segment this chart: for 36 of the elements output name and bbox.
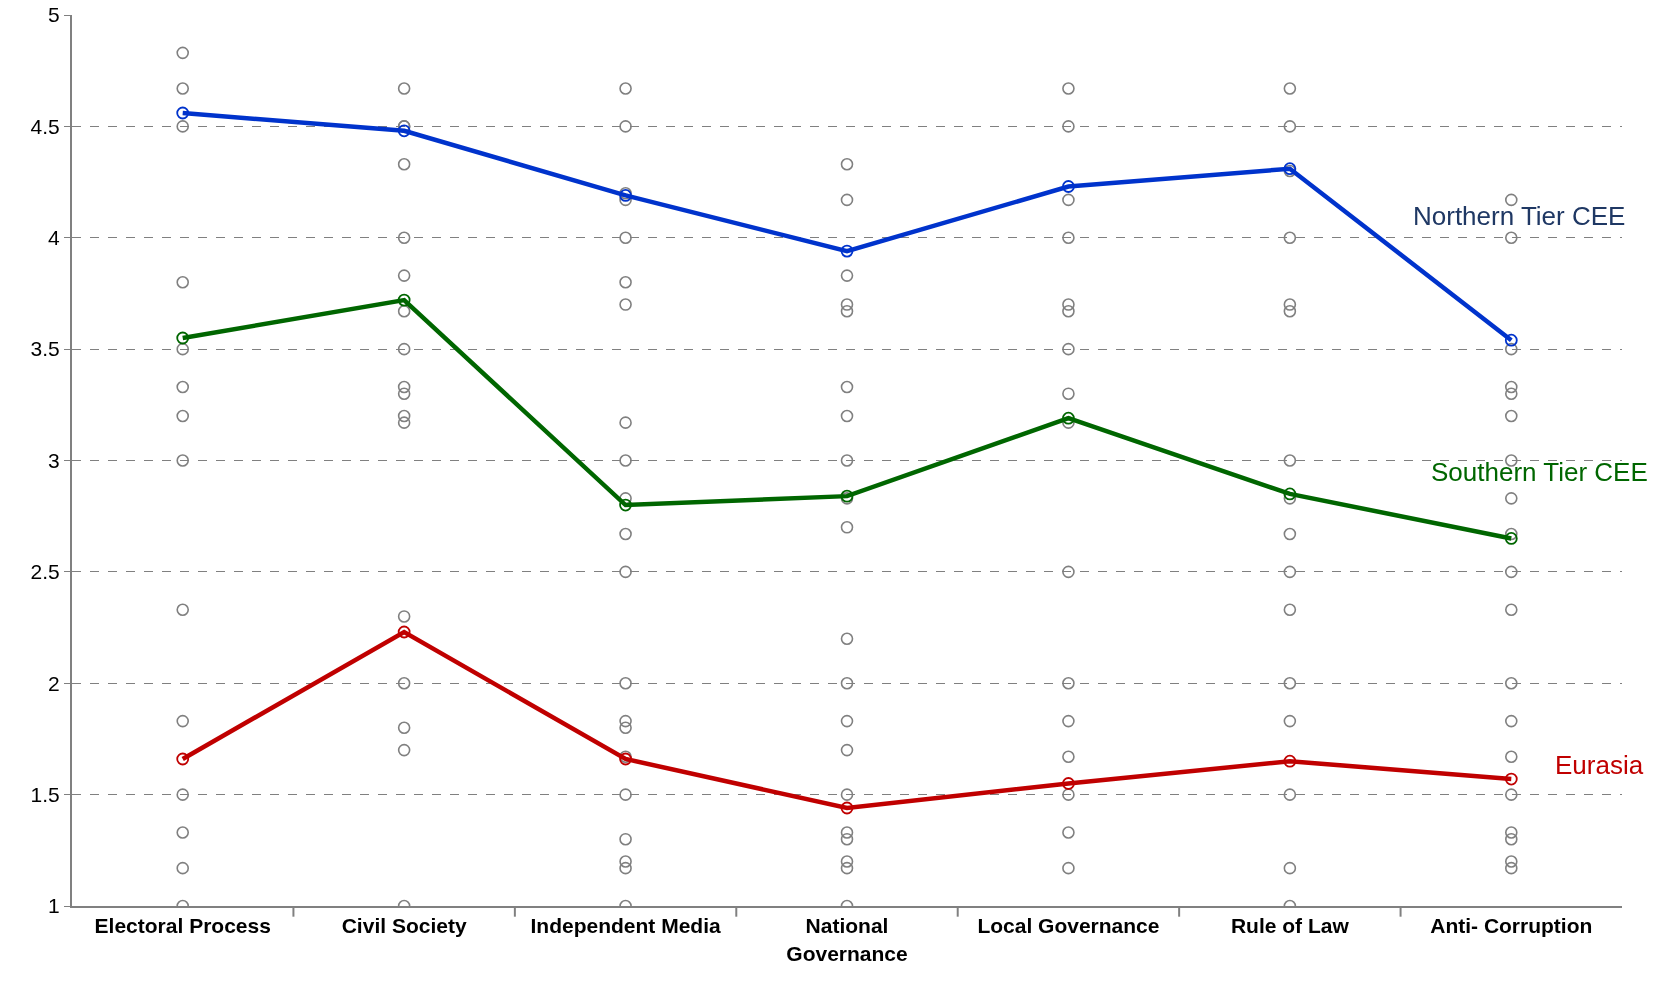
point bbox=[1504, 532, 1518, 545]
point bbox=[1062, 777, 1075, 790]
x-tick-label: Civil Society bbox=[341, 914, 467, 938]
x-tick-label: Anti- Corruption bbox=[1430, 914, 1593, 938]
series-label: Northern Tier CEE bbox=[1413, 201, 1626, 231]
point bbox=[1062, 180, 1075, 193]
x-tick-label: Independent Media bbox=[530, 914, 721, 938]
point bbox=[1504, 333, 1518, 347]
y-tick-label: 1.5 bbox=[30, 782, 60, 806]
y-tick-label: 3.5 bbox=[30, 337, 60, 361]
x-tick-label: Rule of Law bbox=[1230, 914, 1350, 938]
point bbox=[397, 625, 411, 639]
y-tick-label: 4.5 bbox=[30, 114, 60, 138]
point bbox=[840, 801, 854, 815]
series-label: Eurasia bbox=[1555, 750, 1644, 780]
y-tick-label: 3 bbox=[48, 448, 60, 472]
x-tick-label: National Governance bbox=[786, 914, 908, 965]
point bbox=[1504, 772, 1518, 786]
point bbox=[397, 293, 411, 307]
point bbox=[840, 244, 854, 258]
x-tick-label: Local Governance bbox=[977, 914, 1160, 938]
point bbox=[1283, 754, 1297, 768]
point bbox=[176, 331, 190, 345]
point bbox=[176, 752, 190, 766]
point bbox=[1062, 411, 1075, 425]
point bbox=[619, 498, 632, 512]
y-tick-label: 5 bbox=[48, 3, 60, 27]
point bbox=[176, 106, 190, 120]
y-tick-label: 4 bbox=[48, 226, 61, 250]
y-tick-label: 2.5 bbox=[30, 560, 60, 584]
y-tick-label: 1 bbox=[48, 894, 60, 918]
x-tick-label: Electoral Process bbox=[94, 914, 271, 938]
y-tick-label: 2 bbox=[48, 671, 60, 695]
point bbox=[1283, 487, 1297, 501]
series-label: Southern Tier CEE bbox=[1431, 457, 1648, 487]
point bbox=[397, 124, 411, 138]
